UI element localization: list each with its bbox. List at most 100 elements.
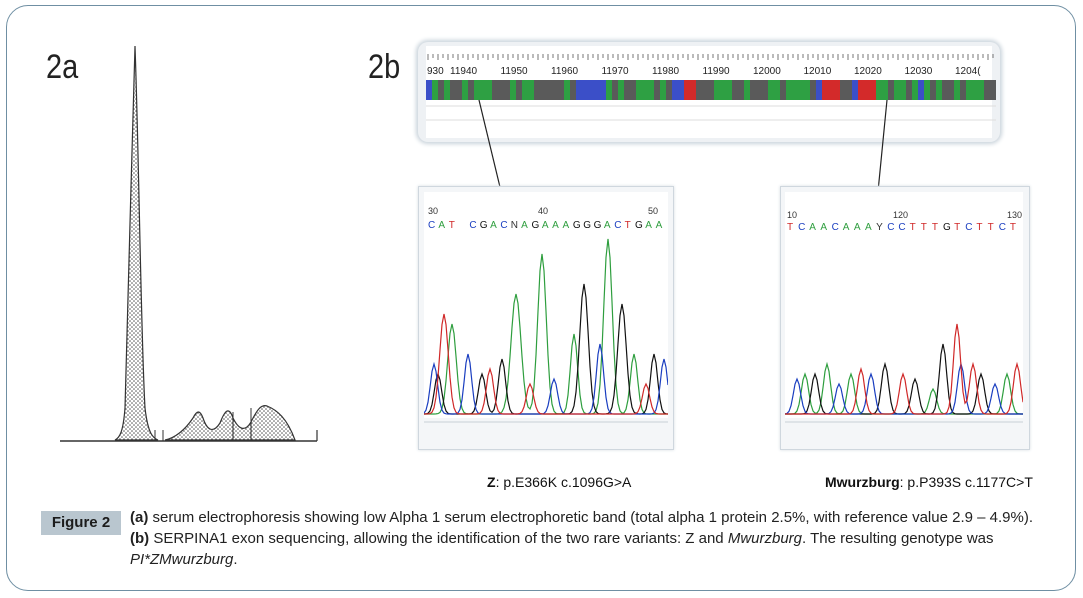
base-cell bbox=[990, 80, 996, 100]
base-cell bbox=[702, 80, 708, 100]
base-cell bbox=[426, 80, 432, 100]
base-call: G bbox=[635, 220, 643, 231]
base-cell bbox=[966, 80, 972, 100]
ruler-label: 1204( bbox=[955, 66, 981, 77]
ruler-label: 11950 bbox=[501, 66, 529, 77]
base-cell bbox=[816, 80, 822, 100]
base-call: A bbox=[438, 220, 445, 231]
base-cell bbox=[894, 80, 900, 100]
caption-text-a: serum electrophoresis showing low Alpha … bbox=[148, 509, 1034, 526]
base-call: C bbox=[614, 220, 621, 231]
base-call: A bbox=[604, 220, 611, 231]
base-call: A bbox=[820, 222, 827, 233]
base-call: T bbox=[625, 220, 631, 231]
base-cell bbox=[480, 80, 486, 100]
caption-text-b: SERPINA1 exon sequencing, allowing the i… bbox=[149, 530, 728, 547]
caption-marker-b: (b) bbox=[130, 530, 150, 547]
base-cell bbox=[924, 80, 930, 100]
base-cell bbox=[456, 80, 462, 100]
base-cell bbox=[438, 80, 444, 100]
base-call: T bbox=[910, 222, 916, 233]
ruler-label: 12000 bbox=[753, 66, 781, 77]
base-cell bbox=[756, 80, 762, 100]
base-cell bbox=[930, 80, 936, 100]
ruler-label: 930 bbox=[427, 66, 444, 77]
base-cell bbox=[972, 80, 978, 100]
base-cell bbox=[558, 80, 564, 100]
base-cell bbox=[630, 80, 636, 100]
base-call: T bbox=[449, 220, 455, 231]
base-cell bbox=[606, 80, 612, 100]
caption-text-b2: . The resulting genotype was bbox=[802, 530, 994, 547]
base-call: C bbox=[428, 220, 435, 231]
base-cell bbox=[918, 80, 924, 100]
base-cell bbox=[486, 80, 492, 100]
ruler-label: 11960 bbox=[551, 66, 579, 77]
base-call: C bbox=[469, 220, 476, 231]
base-cell bbox=[954, 80, 960, 100]
base-cell bbox=[768, 80, 774, 100]
tick-label-10: 10 bbox=[787, 210, 797, 220]
caption-genotype: PI*ZMwurzburg bbox=[130, 551, 234, 568]
ruler-label: 11970 bbox=[602, 66, 630, 77]
base-call: A bbox=[521, 220, 528, 231]
base-cell bbox=[942, 80, 948, 100]
base-call: A bbox=[809, 222, 816, 233]
base-call: Y bbox=[876, 222, 883, 233]
base-cell bbox=[600, 80, 606, 100]
base-cell bbox=[882, 80, 888, 100]
base-cell bbox=[876, 80, 882, 100]
trace-line bbox=[424, 313, 668, 415]
base-cell bbox=[516, 80, 522, 100]
electrophoresis-densitogram bbox=[60, 45, 318, 442]
base-cell bbox=[840, 80, 846, 100]
base-call: A bbox=[563, 220, 570, 231]
base-call: A bbox=[490, 220, 497, 231]
variant-detail-z: : p.E366K c.1096G>A bbox=[495, 474, 632, 490]
base-call: T bbox=[787, 222, 793, 233]
base-cell bbox=[504, 80, 510, 100]
tick-label-120: 120 bbox=[893, 210, 908, 220]
densitogram-fill bbox=[114, 45, 296, 441]
base-call: T bbox=[988, 222, 994, 233]
base-call: T bbox=[1010, 222, 1016, 233]
base-call: G bbox=[583, 220, 591, 231]
base-cell bbox=[534, 80, 540, 100]
base-cell bbox=[666, 80, 672, 100]
base-cell bbox=[960, 80, 966, 100]
base-cell bbox=[738, 80, 744, 100]
base-cell bbox=[792, 80, 798, 100]
base-call: C bbox=[999, 222, 1006, 233]
base-cell bbox=[714, 80, 720, 100]
base-cell bbox=[636, 80, 642, 100]
base-call: G bbox=[594, 220, 602, 231]
base-call: G bbox=[480, 220, 488, 231]
base-cell bbox=[720, 80, 726, 100]
base-cell bbox=[588, 80, 594, 100]
base-cell bbox=[744, 80, 750, 100]
tick-label-130: 130 bbox=[1007, 210, 1022, 220]
base-call: A bbox=[542, 220, 549, 231]
base-cell bbox=[642, 80, 648, 100]
base-cell bbox=[762, 80, 768, 100]
base-cell bbox=[540, 80, 546, 100]
ruler-label: 11940 bbox=[450, 66, 478, 77]
panel-label-2a: 2a bbox=[46, 48, 79, 86]
trace-line bbox=[785, 323, 1023, 415]
base-cell bbox=[576, 80, 582, 100]
base-cell bbox=[696, 80, 702, 100]
base-cell bbox=[672, 80, 678, 100]
base-call: G bbox=[531, 220, 539, 231]
base-cell bbox=[678, 80, 684, 100]
base-cell bbox=[750, 80, 756, 100]
base-cell bbox=[432, 80, 438, 100]
base-cell bbox=[774, 80, 780, 100]
base-call: T bbox=[976, 222, 982, 233]
base-cell bbox=[948, 80, 954, 100]
base-call: G bbox=[573, 220, 581, 231]
base-cell bbox=[786, 80, 792, 100]
caption-end: . bbox=[233, 551, 238, 568]
base-cell bbox=[624, 80, 630, 100]
base-call: C bbox=[500, 220, 507, 231]
base-cell bbox=[564, 80, 570, 100]
